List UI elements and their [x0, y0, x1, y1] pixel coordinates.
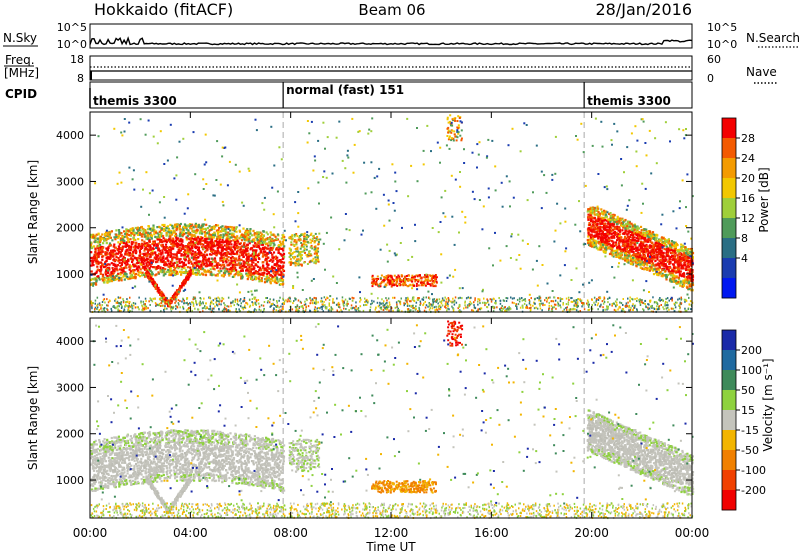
y-tick-label: 3000	[56, 381, 84, 394]
x-tick-label: 00:00	[73, 526, 108, 540]
cbar-tick-label: -50	[741, 444, 759, 457]
freq-label-2: [MHz]	[4, 66, 39, 80]
cbar-tick-label: -15	[741, 424, 759, 437]
y-tick-label: 3000	[56, 175, 84, 188]
noise-left-label: N.Sky	[3, 31, 37, 45]
x-tick-label: 04:00	[173, 526, 208, 540]
x-tick-label: 16:00	[474, 526, 509, 540]
cpid-segment-label: themis 3300	[587, 94, 671, 108]
cbar-swatch	[722, 490, 736, 511]
cbar-swatch	[722, 138, 736, 159]
nave-tick-top: 60	[707, 53, 721, 66]
cbar-swatch	[722, 218, 736, 239]
cbar-tick-label: -200	[741, 484, 766, 497]
y-tick-label: 1000	[56, 268, 84, 281]
cbar-swatch	[722, 370, 736, 391]
noise-right-label: N.Search	[746, 31, 800, 45]
cbar-swatch	[722, 278, 736, 299]
cbar-tick-label: -100	[741, 464, 766, 477]
noise-left-tick-top: 10^5	[57, 21, 87, 34]
power-cbar-label: Power [dB]	[757, 167, 771, 232]
cbar-tick-label: 24	[741, 152, 755, 165]
cpid-label: CPID	[5, 87, 37, 101]
cbar-tick-label: 28	[741, 132, 755, 145]
cbar-swatch	[722, 350, 736, 371]
noise-sky-line	[89, 36, 693, 46]
cbar-swatch	[722, 470, 736, 491]
power-ylabel: Slant Range [km]	[26, 160, 40, 264]
cbar-swatch	[722, 118, 736, 139]
cbar-swatch	[722, 198, 736, 219]
x-tick-label: 12:00	[374, 526, 409, 540]
freq-tick-top: 18	[70, 53, 84, 66]
cbar-swatch	[722, 178, 736, 199]
y-tick-label: 1000	[56, 474, 84, 487]
cbar-tick-label: 4	[741, 252, 748, 265]
velocity-cbar-label: Velocity [m s⁻¹]	[761, 358, 775, 451]
x-axis-label: Time UT	[365, 540, 416, 554]
date-title: 28/Jan/2016	[595, 0, 692, 19]
freq-panel: Freq. [MHz] 18 8 60 0 Nave	[4, 53, 778, 85]
cpid-segment-label: themis 3300	[93, 94, 177, 108]
nave-tick-bottom: 0	[707, 72, 714, 85]
cbar-tick-label: 20	[741, 172, 755, 185]
cbar-swatch	[722, 410, 736, 431]
noise-right-tick-bottom: 10^0	[707, 38, 737, 51]
cbar-tick-label: 200	[741, 344, 762, 357]
station-title: Hokkaido (fitACF)	[94, 0, 233, 19]
y-tick-label: 2000	[56, 428, 84, 441]
cbar-tick-label: 12	[741, 212, 755, 225]
y-tick-label: 2000	[56, 222, 84, 235]
cbar-swatch	[722, 258, 736, 279]
time-axis: 00:00 04:00 08:00 12:00 16:00 20:00 00:00	[73, 112, 710, 540]
cbar-swatch	[722, 430, 736, 451]
cbar-swatch	[722, 238, 736, 259]
cpid-panel: CPID themis 3300 normal (fast) 151 themis …	[5, 81, 693, 109]
cbar-tick-label: 50	[741, 384, 755, 397]
cpid-segment-label: normal (fast) 151	[286, 83, 404, 97]
y-tick-label: 4000	[56, 129, 84, 142]
nave-label: Nave	[746, 65, 777, 79]
beam-title: Beam 06	[358, 1, 425, 19]
x-tick-label: 08:00	[273, 526, 308, 540]
freq-tick-bottom: 8	[77, 72, 84, 85]
noise-panel: N.Sky 10^5 10^0 10^5 10^0 N.Search	[3, 21, 800, 51]
cbar-tick-label: 16	[741, 192, 755, 205]
cbar-swatch	[722, 390, 736, 411]
noise-right-tick-top: 10^5	[707, 21, 737, 34]
velocity-panel: 1000 2000 3000 4000 Slant Range [km] 200 100…	[26, 317, 775, 520]
y-tick-label: 4000	[56, 335, 84, 348]
cbar-swatch	[722, 330, 736, 351]
x-tick-label: 00:00	[675, 526, 710, 540]
noise-left-tick-bottom: 10^0	[57, 38, 87, 51]
cbar-tick-label: 8	[741, 232, 748, 245]
velocity-left-ylabel: Slant Range [km]	[26, 366, 40, 470]
cbar-tick-label: 100	[741, 364, 762, 377]
x-tick-label: 20:00	[574, 526, 609, 540]
freq-label-1: Freq.	[5, 53, 35, 67]
cbar-swatch	[722, 158, 736, 179]
cbar-tick-label: 15	[741, 404, 755, 417]
cbar-swatch	[722, 450, 736, 471]
power-panel: 1000 2000 3000 4000 Slant Range [km] 28 24 20…	[26, 111, 771, 314]
